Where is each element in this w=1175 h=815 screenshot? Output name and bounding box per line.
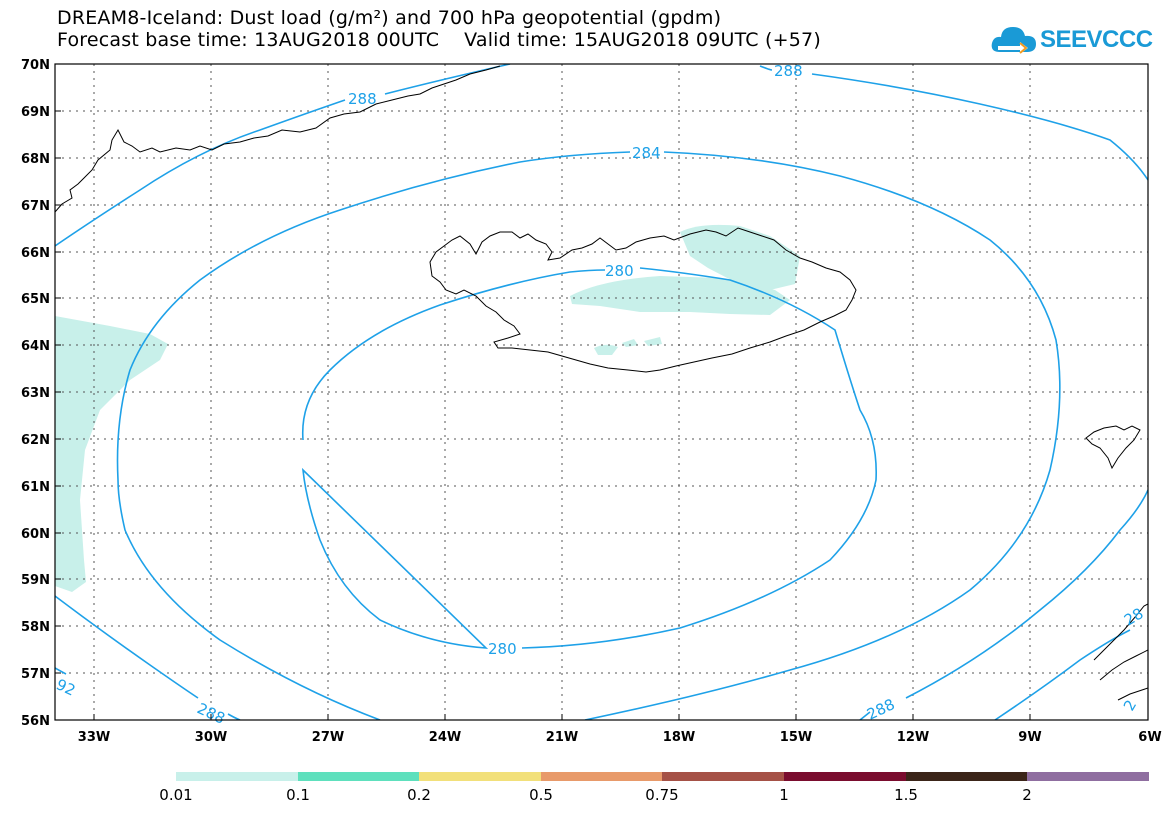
colorbar-segment: [540, 772, 663, 781]
contour-label-288-top: 288: [348, 90, 377, 108]
cloud-icon: [991, 27, 1036, 54]
colorbar-segment: [662, 772, 784, 781]
map-title: DREAM8-Iceland: Dust load (g/m²) and 700…: [57, 7, 722, 29]
lat-label: 56N: [21, 714, 50, 729]
lon-label: 12W: [897, 730, 929, 745]
lat-label: 61N: [21, 480, 50, 495]
latitude-labels: 70N 69N 68N 67N 66N 65N 64N 63N 62N 61N …: [21, 58, 50, 729]
lon-label: 15W: [780, 730, 812, 745]
lat-label: 57N: [21, 667, 50, 682]
colorbar-label: 1.5: [894, 786, 918, 804]
colorbar: [176, 772, 1149, 781]
lat-label: 65N: [21, 292, 50, 307]
dust-area-small1: [594, 344, 618, 355]
lon-label: 18W: [663, 730, 695, 745]
lon-label: 6W: [1138, 730, 1161, 745]
contour-284: [116, 151, 1061, 720]
lat-label: 63N: [21, 386, 50, 401]
lat-label: 67N: [21, 199, 50, 214]
coast-iceland: [429, 227, 857, 373]
dust-area-west: [55, 316, 168, 592]
dust-area-small2: [622, 339, 638, 347]
dust-load-shading: [55, 224, 800, 592]
lat-label: 59N: [21, 573, 50, 588]
coastlines: [55, 65, 1148, 701]
lon-label: 30W: [195, 730, 227, 745]
colorbar-segment: [419, 772, 541, 781]
graticule: [55, 64, 1148, 720]
dust-area-iceland-central: [570, 276, 790, 315]
colorbar-label: 0.1: [286, 786, 310, 804]
lon-label: 27W: [312, 730, 344, 745]
lon-label: 24W: [429, 730, 461, 745]
contour-labels: 288 288 284 280 280 288 288 92 28 2: [53, 62, 1146, 728]
dust-area-small3: [644, 337, 662, 346]
contour-288-se: [859, 489, 1148, 720]
lat-label: 66N: [21, 246, 50, 261]
lat-label: 69N: [21, 105, 50, 120]
coast-scotland: [1093, 603, 1148, 701]
contour-288-north: [55, 64, 511, 247]
colorbar-label: 0.75: [645, 786, 679, 804]
colorbar-label: 1: [779, 786, 789, 804]
contour-288-south: [55, 595, 241, 720]
dust-area-iceland-north: [680, 224, 800, 290]
longitude-labels: 33W 30W 27W 24W 21W 18W 15W 12W 9W 6W: [78, 730, 1162, 745]
lat-label: 64N: [21, 339, 50, 354]
contour-label-2-right: 2: [1120, 697, 1140, 714]
contour-280: [301, 267, 877, 649]
colorbar-segment: [905, 772, 1028, 781]
contour-label-284: 284: [632, 144, 661, 162]
contour-label-288-bottomright: 288: [864, 695, 898, 723]
colorbar-segment: [783, 772, 906, 781]
lon-label: 33W: [78, 730, 110, 745]
lat-label: 70N: [21, 58, 50, 73]
lat-label: 68N: [21, 152, 50, 167]
contour-label-280-bottom: 280: [488, 640, 517, 658]
tick-marks: [55, 63, 1031, 720]
contour-292-sw: [55, 667, 67, 675]
colorbar-label: 0.2: [407, 786, 431, 804]
lon-label: 9W: [1018, 730, 1041, 745]
colorbar-segment: [297, 772, 420, 781]
lon-label: 21W: [546, 730, 578, 745]
contour-288-ne: [759, 65, 1148, 181]
coast-faroe: [1085, 425, 1141, 470]
colorbar-segment: [176, 772, 298, 781]
contour-label-288-bottom: 288: [194, 699, 228, 727]
coast-greenland: [55, 65, 501, 213]
colorbar-label: 0.5: [529, 786, 553, 804]
contour-label-280-top: 280: [605, 262, 634, 280]
colorbar-segment: [1027, 772, 1149, 781]
geopotential-contours: [55, 64, 1148, 720]
map-subtitle: Forecast base time: 13AUG2018 00UTC Vali…: [57, 29, 821, 51]
lat-label: 58N: [21, 620, 50, 635]
colorbar-label: 0.01: [159, 786, 193, 804]
contour-label-292-left: 92: [53, 675, 78, 699]
colorbar-label: 2: [1022, 786, 1032, 804]
lat-label: 62N: [21, 433, 50, 448]
lat-label: 60N: [21, 527, 50, 542]
contour-292-se: [994, 629, 1131, 720]
logo-text: SEEVCCC: [1040, 26, 1153, 53]
contour-label-288-topright: 288: [774, 62, 803, 80]
seevccc-logo: SEEVCCC: [990, 22, 1170, 58]
